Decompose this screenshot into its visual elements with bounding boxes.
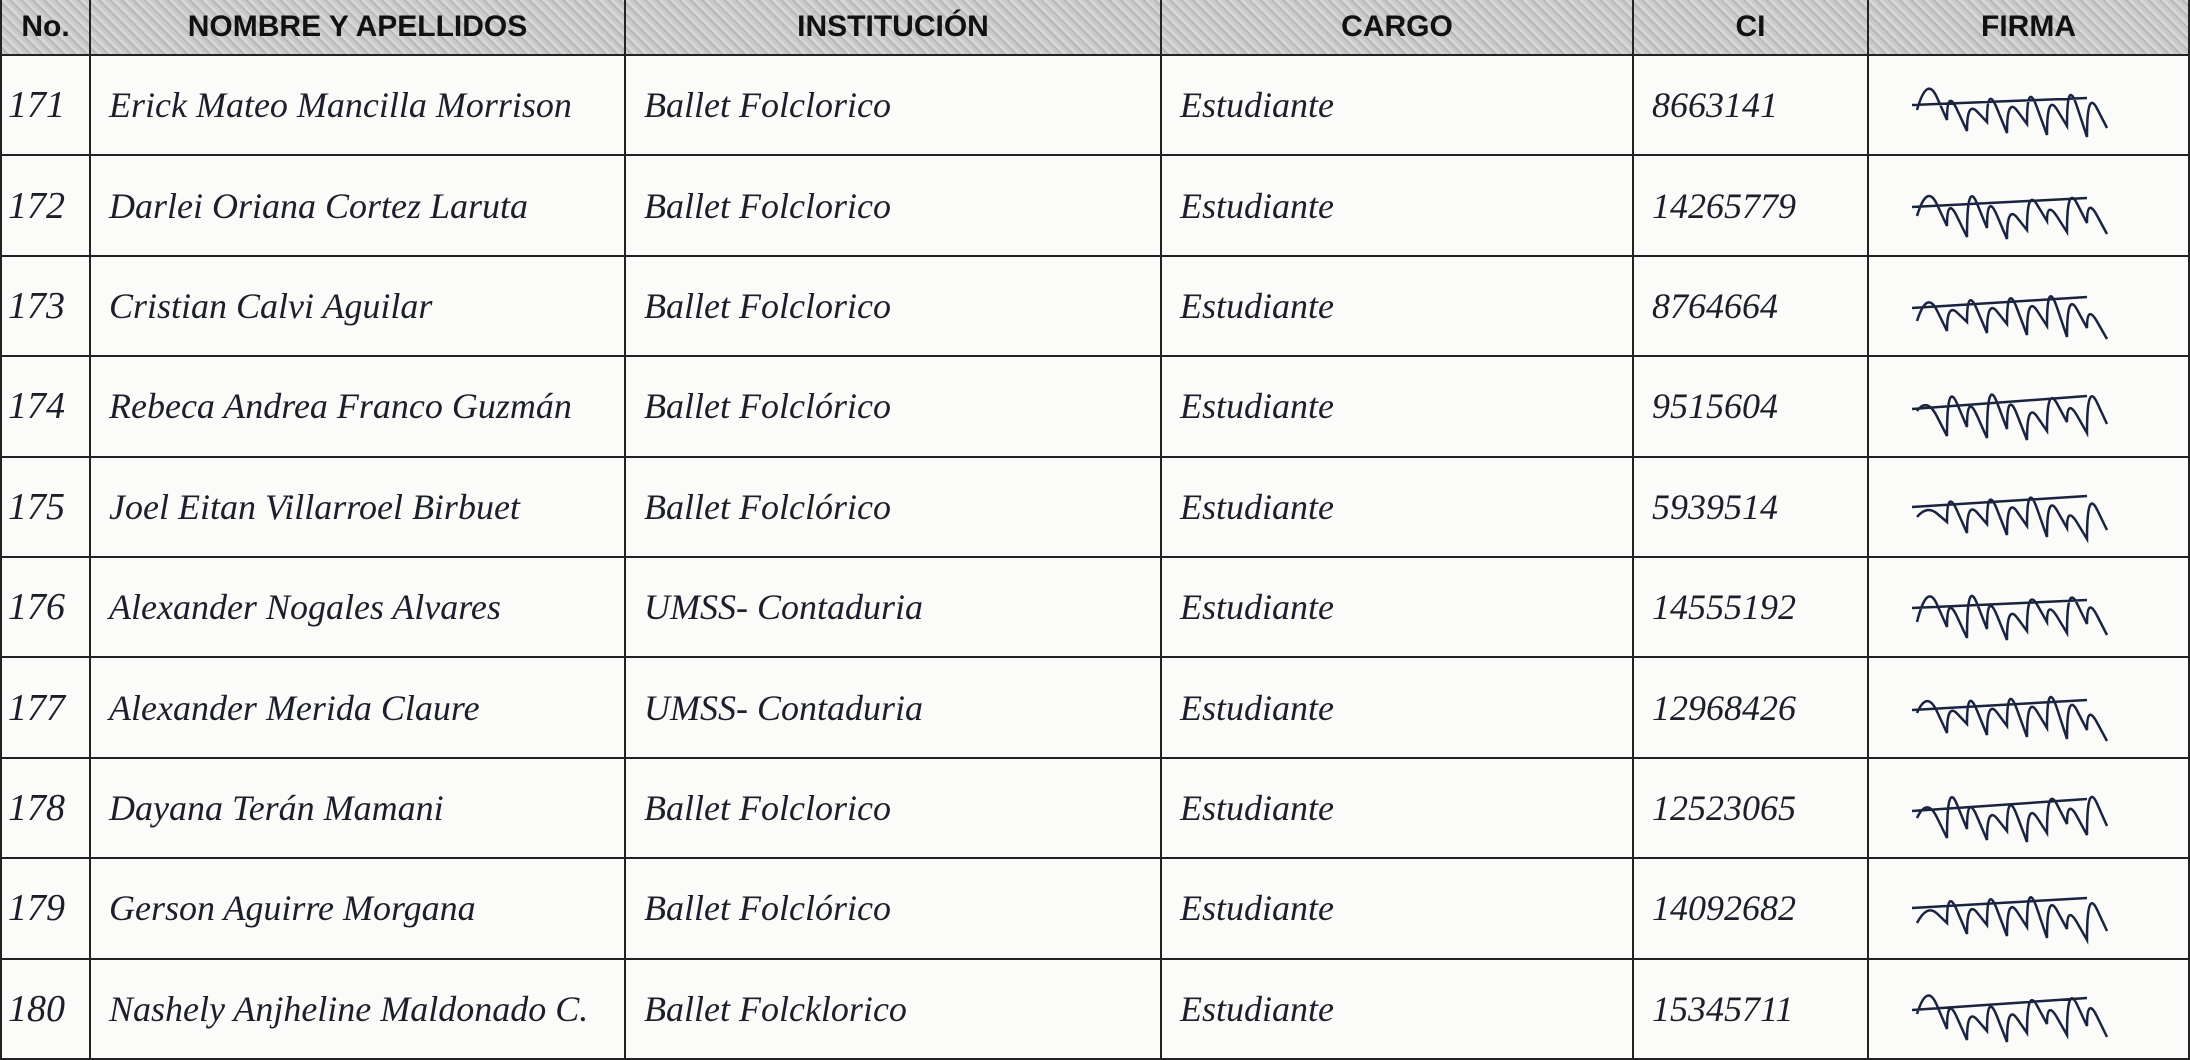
table-cell: 176 [0,558,91,659]
table-cell: 175 [0,457,91,558]
signature [1911,994,2109,1043]
table-cell: Estudiante [1162,256,1634,358]
table-cell: Ballet Folclórico [626,859,1162,960]
signature [1911,194,2109,240]
table-cell: 172 [0,156,91,257]
signature-cell [1869,156,2190,257]
table-row: 171 Erick Mateo Mancilla Morrison Ballet F… [0,56,2190,157]
signature-stroke [1911,695,2109,742]
signature [1911,594,2109,641]
header-cell: No. [0,0,91,56]
table-cell: Joel Eitan Villarroel Birbuet [91,457,626,558]
table-cell: 174 [0,357,91,458]
table-cell: 15345711 [1634,959,1869,1060]
header-cell: INSTITUCIÓN [626,0,1162,56]
signature-stroke [1911,393,2109,441]
table-cell: 12968426 [1634,658,1869,759]
table-cell: 14555192 [1634,558,1869,659]
signature-cell [1869,758,2190,860]
table-cell: Estudiante [1162,859,1634,960]
signature-stroke [1911,494,2109,544]
table-cell: 14265779 [1634,156,1869,257]
signature-stroke [1911,295,2109,340]
signature-stroke [1911,594,2109,641]
table-row: 177 Alexander Merida Claure UMSS- Contadur… [0,658,2190,759]
signature-cell [1869,658,2190,759]
signature-cell [1869,256,2190,358]
table-row: 179 Gerson Aguirre Morgana Ballet Folclóri… [0,859,2190,960]
table-cell: Alexander Merida Claure [91,658,626,759]
table-cell: 14092682 [1634,859,1869,960]
signature-cell [1869,558,2190,659]
table-cell: Cristian Calvi Aguilar [91,256,626,358]
table-cell: Ballet Folclórico [626,457,1162,558]
table-cell: 9515604 [1634,357,1869,458]
signature-stroke [1911,87,2109,138]
table-cell: Gerson Aguirre Morgana [91,859,626,960]
header-cell: CI [1634,0,1869,56]
signature-cell [1869,959,2190,1060]
signature-cell [1869,357,2190,458]
table-cell: 179 [0,859,91,960]
table-cell: 178 [0,758,91,860]
table-cell: 177 [0,658,91,759]
table-cell: Estudiante [1162,558,1634,659]
table-cell: Nashely Anjheline Maldonado C. [91,959,626,1060]
signature-cell [1869,457,2190,558]
signature-stroke [1911,994,2109,1043]
signature-stroke [1911,795,2109,843]
table-cell: 171 [0,56,91,157]
table-row: 172 Darlei Oriana Cortez Laruta Ballet Fol… [0,156,2190,257]
table-row: 176 Alexander Nogales Alvares UMSS- Contad… [0,558,2190,659]
table-cell: 180 [0,959,91,1060]
signature [1911,295,2109,340]
table-cell: 12523065 [1634,758,1869,860]
table-cell: Estudiante [1162,357,1634,458]
table-row: 178 Dayana Terán Mamani Ballet Folclorico E… [0,758,2190,860]
table-cell: Dayana Terán Mamani [91,758,626,860]
signature [1911,494,2109,544]
table-row: 174 Rebeca Andrea Franco Guzmán Ballet Fol… [0,357,2190,458]
header-cell: NOMBRE Y APELLIDOS [91,0,626,56]
table-cell: Alexander Nogales Alvares [91,558,626,659]
table-row: 173 Cristian Calvi Aguilar Ballet Folclori… [0,256,2190,358]
table-cell: Ballet Folclorico [626,758,1162,860]
table-cell: Estudiante [1162,658,1634,759]
table-cell: Ballet Folclorico [626,56,1162,157]
table-cell: 5939514 [1634,457,1869,558]
table-cell: Ballet Folclórico [626,357,1162,458]
table-cell: 8764664 [1634,256,1869,358]
table-cell: Ballet Folcklorico [626,959,1162,1060]
table-cell: Estudiante [1162,156,1634,257]
table-cell: UMSS- Contaduria [626,558,1162,659]
table-cell: UMSS- Contaduria [626,658,1162,759]
signature [1911,795,2109,843]
signature [1911,393,2109,441]
table-cell: Estudiante [1162,959,1634,1060]
signature-cell [1869,56,2190,157]
signature-stroke [1911,896,2109,946]
table-cell: Rebeca Andrea Franco Guzmán [91,357,626,458]
header-cell: FIRMA [1869,0,2190,56]
table-cell: Ballet Folclorico [626,256,1162,358]
header-cell: CARGO [1162,0,1634,56]
table-cell: 8663141 [1634,56,1869,157]
signature [1911,87,2109,138]
signature-stroke [1911,194,2109,240]
table-cell: Estudiante [1162,758,1634,860]
table-cell: Estudiante [1162,56,1634,157]
table-row: 175 Joel Eitan Villarroel Birbuet Ballet F… [0,457,2190,558]
table-cell: 173 [0,256,91,358]
header-row: No. NOMBRE Y APELLIDOS INSTITUCIÓN CARGO… [0,0,2190,56]
signature [1911,896,2109,946]
signature-cell [1869,859,2190,960]
table-row: 180 Nashely Anjheline Maldonado C. Ballet … [0,959,2190,1060]
table-cell: Darlei Oriana Cortez Laruta [91,156,626,257]
table-cell: Erick Mateo Mancilla Morrison [91,56,626,157]
table-cell: Estudiante [1162,457,1634,558]
signature [1911,695,2109,742]
table-cell: Ballet Folclorico [626,156,1162,257]
